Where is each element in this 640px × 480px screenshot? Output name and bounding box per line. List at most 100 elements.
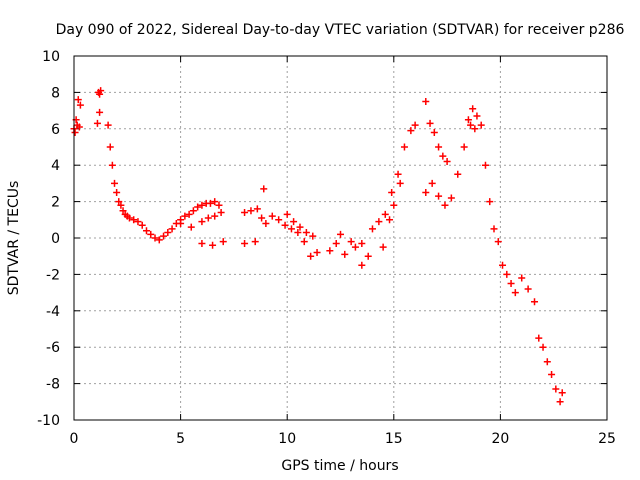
data-point — [134, 218, 142, 226]
data-point — [74, 96, 82, 104]
x-axis-title: GPS time / hours — [281, 458, 398, 474]
data-point — [206, 199, 214, 207]
data-point — [454, 170, 462, 178]
data-point — [337, 230, 344, 238]
data-point — [471, 125, 479, 133]
data-point — [164, 229, 172, 237]
data-point — [97, 87, 105, 95]
data-point — [147, 230, 155, 238]
data-point — [443, 158, 451, 166]
data-point — [177, 219, 185, 227]
data-point — [209, 241, 217, 249]
data-point — [381, 210, 389, 218]
data-point — [518, 274, 526, 282]
data-point — [189, 207, 197, 215]
y-tick-label: 8 — [51, 85, 60, 101]
data-point — [396, 179, 404, 187]
data-point — [287, 225, 295, 233]
data-point — [400, 143, 408, 151]
data-point — [194, 203, 202, 211]
data-point — [539, 343, 547, 351]
y-tick-label: 6 — [51, 122, 60, 138]
data-point — [247, 207, 255, 215]
x-tick-label: 10 — [278, 431, 296, 447]
data-point — [441, 201, 449, 209]
data-point — [524, 285, 532, 293]
data-point — [204, 214, 212, 222]
data-point — [211, 212, 219, 220]
data-point — [294, 229, 302, 237]
data-point — [198, 218, 206, 226]
data-point — [251, 238, 259, 246]
y-tick-label: 2 — [51, 195, 60, 211]
data-point — [558, 389, 566, 397]
data-point — [281, 221, 289, 229]
data-point — [168, 225, 176, 233]
chart-title: Day 090 of 2022, Sidereal Day-to-day VTE… — [56, 22, 625, 38]
data-point — [108, 161, 116, 169]
data-point — [283, 210, 291, 218]
data-point — [307, 252, 315, 260]
data-point — [119, 207, 127, 215]
data-point — [422, 189, 430, 196]
data-point — [531, 298, 539, 306]
data-point — [198, 201, 206, 209]
data-point — [217, 209, 225, 217]
y-tick-label: -8 — [46, 377, 60, 393]
data-point — [300, 238, 308, 246]
data-point — [71, 128, 79, 136]
x-tick-label: 20 — [491, 431, 509, 447]
data-point — [394, 170, 402, 178]
data-point — [160, 232, 168, 240]
data-point — [439, 152, 447, 160]
data-point — [481, 161, 489, 169]
data-point — [115, 198, 123, 206]
y-tick-label: 10 — [42, 49, 60, 65]
data-point — [258, 214, 266, 222]
data-point — [552, 385, 560, 393]
data-point — [358, 239, 366, 247]
data-point — [499, 261, 507, 269]
data-point — [138, 221, 146, 229]
y-tick-label: -6 — [46, 340, 60, 356]
data-point — [211, 198, 219, 206]
data-point — [351, 243, 359, 251]
grid — [74, 56, 607, 420]
data-point — [75, 123, 83, 131]
data-point — [473, 112, 481, 120]
data-point — [296, 223, 304, 231]
plot-frame — [73, 55, 608, 421]
data-point — [386, 216, 394, 224]
data-point — [253, 205, 261, 213]
data-points — [70, 87, 566, 406]
data-point — [430, 128, 438, 136]
data-point — [262, 219, 270, 227]
y-tick-label: -2 — [46, 267, 60, 283]
data-point — [447, 194, 455, 202]
data-point — [260, 185, 268, 193]
x-tick-label: 5 — [176, 431, 185, 447]
data-point — [111, 179, 119, 187]
data-point — [341, 250, 349, 258]
data-point — [467, 121, 475, 129]
data-point — [302, 229, 310, 237]
data-point — [104, 121, 112, 129]
data-point — [364, 252, 372, 260]
data-point — [151, 234, 159, 242]
data-point — [435, 143, 443, 151]
data-point — [326, 247, 334, 255]
data-point — [117, 201, 125, 209]
data-point — [215, 201, 223, 209]
data-point — [219, 238, 227, 246]
data-point — [187, 223, 195, 231]
y-tick-label: 4 — [51, 158, 60, 174]
data-point — [435, 192, 443, 200]
data-point — [198, 239, 206, 247]
data-point — [494, 238, 502, 246]
data-point — [268, 212, 276, 220]
data-point — [290, 218, 298, 226]
data-point — [548, 371, 556, 378]
data-point — [486, 198, 494, 206]
y-tick-label: -4 — [46, 304, 60, 320]
data-point — [490, 225, 498, 233]
